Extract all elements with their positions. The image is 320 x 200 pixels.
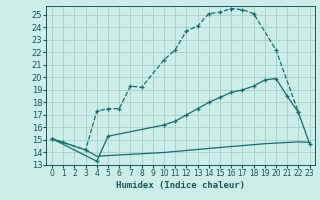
X-axis label: Humidex (Indice chaleur): Humidex (Indice chaleur) <box>116 181 245 190</box>
